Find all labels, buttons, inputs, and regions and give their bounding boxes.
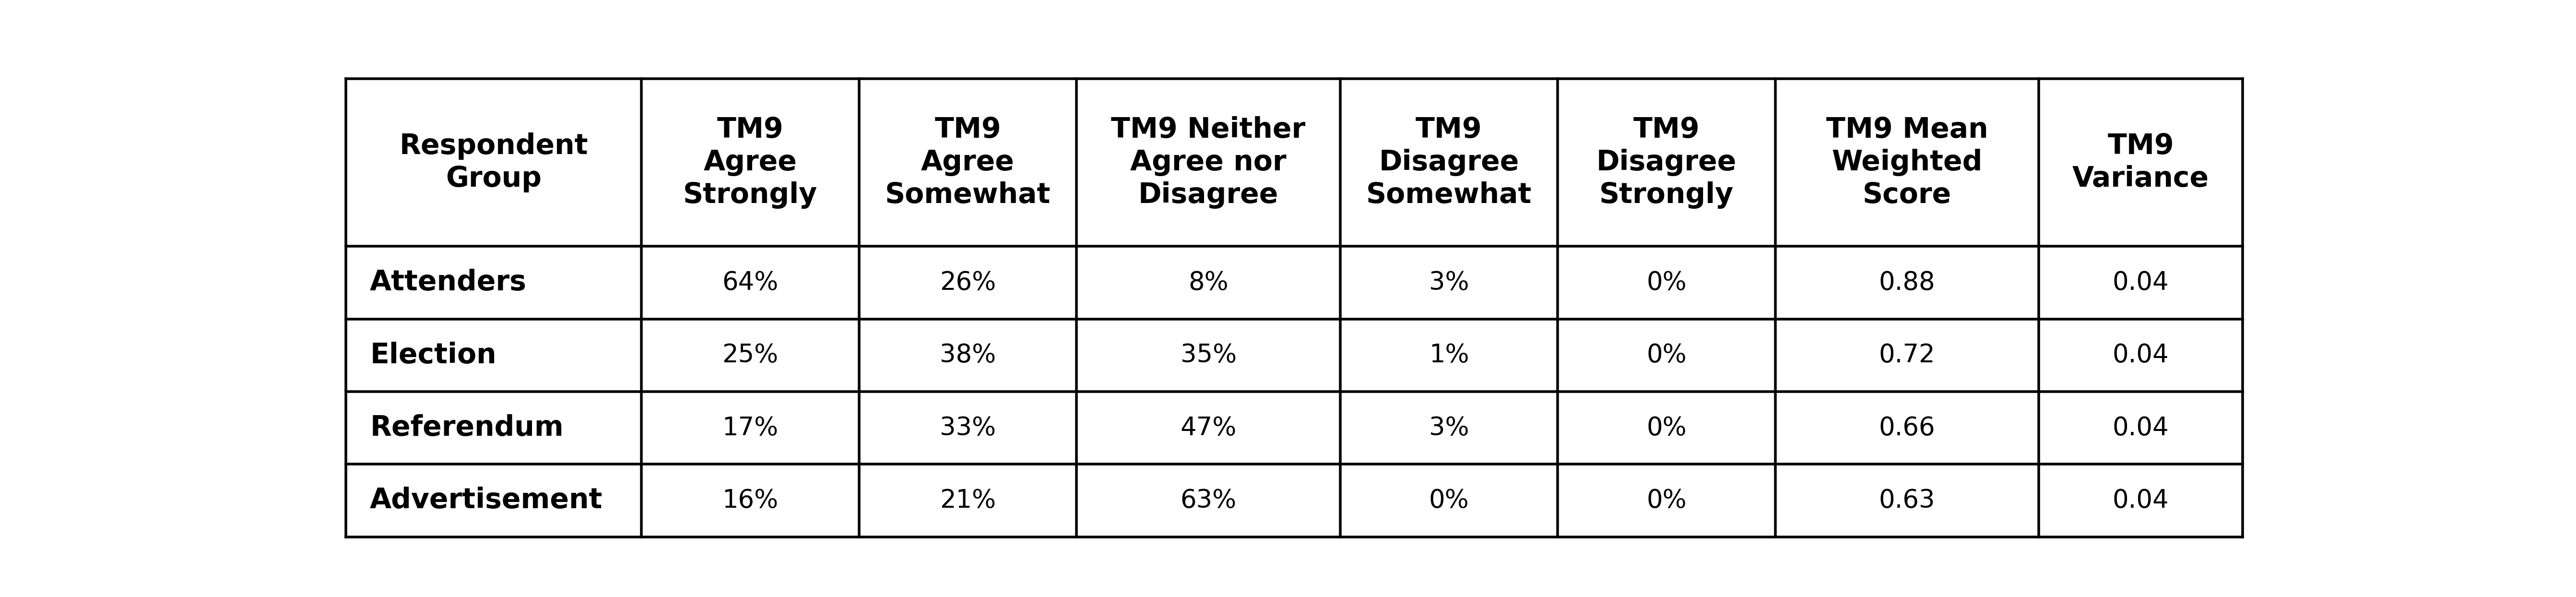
Text: 38%: 38% <box>940 343 997 368</box>
Text: 0.04: 0.04 <box>2112 416 2169 441</box>
Text: 8%: 8% <box>1188 270 1229 295</box>
Text: 0.66: 0.66 <box>1878 416 1935 441</box>
Text: 0.04: 0.04 <box>2112 488 2169 513</box>
Text: TM9
Agree
Somewhat: TM9 Agree Somewhat <box>886 116 1051 209</box>
Text: 26%: 26% <box>940 270 997 295</box>
Text: 3%: 3% <box>1430 270 1468 295</box>
Text: TM9
Agree
Strongly: TM9 Agree Strongly <box>683 116 817 209</box>
Text: 35%: 35% <box>1180 343 1236 368</box>
Text: 1%: 1% <box>1430 343 1468 368</box>
Text: TM9
Variance: TM9 Variance <box>2071 133 2210 192</box>
Text: 33%: 33% <box>940 416 997 441</box>
Text: 0.72: 0.72 <box>1878 343 1935 368</box>
Text: 0.63: 0.63 <box>1878 488 1935 513</box>
Text: 47%: 47% <box>1180 416 1236 441</box>
Text: 17%: 17% <box>721 416 778 441</box>
Text: Advertisement: Advertisement <box>371 487 603 514</box>
Text: 63%: 63% <box>1180 488 1236 513</box>
Text: 21%: 21% <box>940 488 997 513</box>
Text: TM9
Disagree
Somewhat: TM9 Disagree Somewhat <box>1365 116 1533 209</box>
Text: Election: Election <box>371 341 497 369</box>
Text: TM9 Mean
Weighted
Score: TM9 Mean Weighted Score <box>1826 116 1989 209</box>
Text: 0%: 0% <box>1646 343 1687 368</box>
Text: Respondent
Group: Respondent Group <box>399 133 587 192</box>
Text: 64%: 64% <box>721 270 778 295</box>
Text: 3%: 3% <box>1430 416 1468 441</box>
Text: 0%: 0% <box>1646 416 1687 441</box>
Text: 0%: 0% <box>1646 270 1687 295</box>
Text: 0%: 0% <box>1646 488 1687 513</box>
Text: 0.04: 0.04 <box>2112 270 2169 295</box>
Text: Attenders: Attenders <box>371 269 526 296</box>
Text: TM9 Neither
Agree nor
Disagree: TM9 Neither Agree nor Disagree <box>1110 116 1306 209</box>
Text: 25%: 25% <box>721 343 778 368</box>
Text: 16%: 16% <box>721 488 778 513</box>
Text: 0%: 0% <box>1430 488 1468 513</box>
Text: TM9
Disagree
Strongly: TM9 Disagree Strongly <box>1597 116 1736 209</box>
Text: 0.04: 0.04 <box>2112 343 2169 368</box>
Text: 0.88: 0.88 <box>1878 270 1935 295</box>
Text: Referendum: Referendum <box>371 414 564 442</box>
